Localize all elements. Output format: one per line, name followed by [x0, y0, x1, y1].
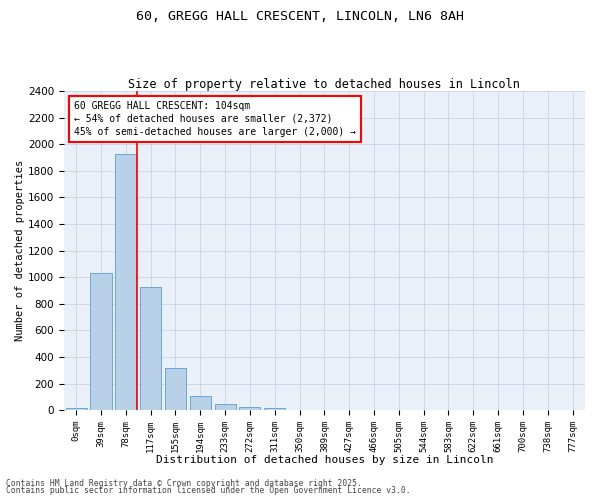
Text: Contains HM Land Registry data © Crown copyright and database right 2025.: Contains HM Land Registry data © Crown c… — [6, 478, 362, 488]
Title: Size of property relative to detached houses in Lincoln: Size of property relative to detached ho… — [128, 78, 520, 91]
Bar — [65, 408, 87, 410]
Bar — [91, 272, 112, 410]
Text: 60, GREGG HALL CRESCENT, LINCOLN, LN6 8AH: 60, GREGG HALL CRESCENT, LINCOLN, LN6 8A… — [136, 10, 464, 23]
Text: 60 GREGG HALL CRESCENT: 104sqm
← 54% of detached houses are smaller (2,372)
45% : 60 GREGG HALL CRESCENT: 104sqm ← 54% of … — [74, 100, 356, 137]
Bar — [115, 154, 136, 410]
Bar — [140, 286, 161, 410]
Y-axis label: Number of detached properties: Number of detached properties — [15, 160, 25, 341]
Bar — [264, 408, 285, 410]
Bar — [190, 396, 211, 410]
Bar — [165, 368, 186, 410]
X-axis label: Distribution of detached houses by size in Lincoln: Distribution of detached houses by size … — [155, 455, 493, 465]
Bar — [215, 404, 236, 410]
Bar — [239, 407, 260, 410]
Text: Contains public sector information licensed under the Open Government Licence v3: Contains public sector information licen… — [6, 486, 410, 495]
